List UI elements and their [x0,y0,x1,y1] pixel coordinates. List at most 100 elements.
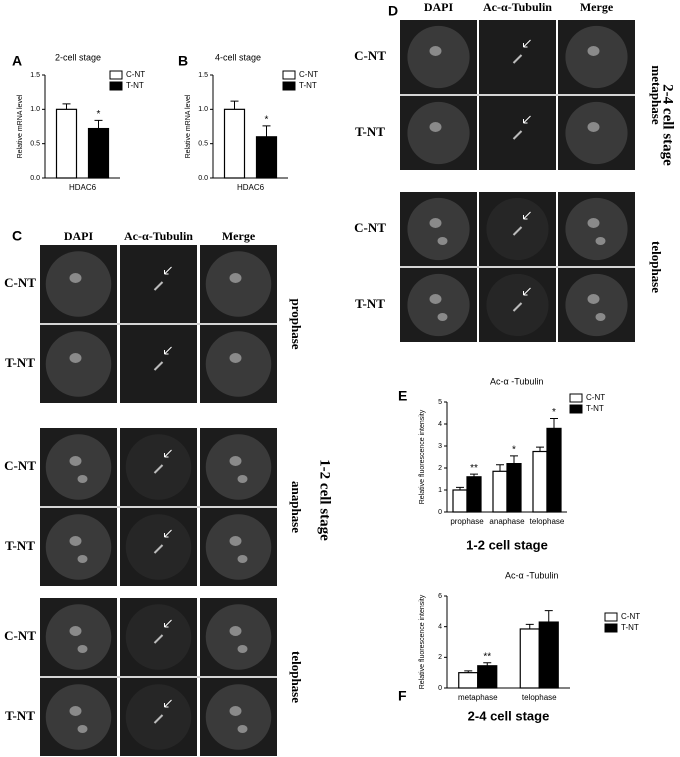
legend-swatch [282,70,296,80]
panel-label: B [178,53,188,69]
chart-title: 4-cell stage [215,52,261,62]
embryo [125,684,192,750]
stage-label: 1-2 cell stage [317,459,333,541]
legend-label: C-NT [621,612,640,621]
error-bar [94,119,103,129]
y-tick-label: 6 [438,593,442,600]
nucleus [69,273,82,283]
y-tick-label: 1 [438,487,442,494]
nucleus [229,273,242,283]
error-bar [496,464,504,472]
micrograph [479,96,556,170]
nucleus [437,313,448,321]
y-tick-label: 5 [438,399,442,406]
row-label: C-NT [4,458,36,473]
error-bar [262,125,271,137]
legend-swatch [282,81,296,91]
spindle [153,634,164,644]
nucleus [237,725,248,733]
chart-title: 2-cell stage [55,52,101,62]
arrow [164,346,172,355]
embryo [486,273,549,337]
embryo [205,251,272,317]
micrograph [120,325,197,403]
legend-label: T-NT [586,404,604,413]
nucleus [595,237,606,245]
error-bar [62,103,71,110]
panel-label: F [398,688,407,704]
nucleus [429,122,442,132]
error-bar [525,623,534,629]
embryo [205,604,272,670]
embryo [407,273,470,337]
error-bar [483,662,492,666]
row-label: T-NT [5,708,35,723]
legend-swatch [109,81,123,91]
legend-label: C-NT [126,70,145,79]
arrow [523,39,531,48]
bar [538,621,559,689]
nucleus [229,536,242,546]
y-tick-label: 1.0 [30,106,40,113]
micrograph [479,20,556,94]
error-bar [464,670,473,673]
bar [519,628,540,689]
phase-label: metaphase [649,65,664,124]
nucleus [587,218,600,228]
legend-label: T-NT [299,81,317,90]
arrow [523,211,531,220]
significance-label: * [265,114,269,125]
phase-label: telophase [289,651,304,703]
embryo [565,101,628,165]
embryo [407,197,470,261]
significance-label: * [512,445,516,456]
embryo [205,331,272,397]
nucleus [229,456,242,466]
nucleus [69,706,82,716]
row-label: C-NT [354,220,386,235]
y-tick-label: 0.5 [198,141,208,148]
nucleus [429,294,442,304]
phase-label: prophase [289,298,304,349]
error-bar [456,486,464,490]
micrograph [120,245,197,323]
x-axis-label: 2-4 cell stage [468,708,550,723]
x-tick-label: HDAC6 [237,183,265,192]
legend-swatch [604,623,618,633]
spindle [153,281,164,291]
nucleus [69,456,82,466]
nucleus [437,237,448,245]
phase-label: telophase [649,241,664,293]
row-label: C-NT [4,628,36,643]
spindle [153,361,164,371]
bar [546,427,562,513]
arrow [523,115,531,124]
embryo [45,434,112,500]
bar [506,463,522,513]
x-tick-label: telophase [530,517,565,526]
embryo [125,434,192,500]
column-header: DAPI [64,229,94,243]
embryo [565,273,628,337]
y-tick-label: 4 [438,421,442,428]
phase-label: anaphase [289,481,304,533]
column-header: Merge [580,0,614,14]
nucleus [587,294,600,304]
y-axis-label: Relative fluorescence intensity [419,594,426,689]
embryo [45,331,112,397]
embryo [407,25,470,89]
bar [466,476,482,513]
spindle [153,464,164,474]
arrow [164,529,172,538]
spindle [512,302,523,312]
bar [492,470,508,513]
embryo [45,514,112,580]
error-bar [230,100,239,110]
column-header: Ac-α-Tubulin [124,229,193,243]
y-tick-label: 4 [438,624,442,631]
legend-swatch [569,393,583,403]
bar [458,672,479,689]
bar [477,665,498,689]
legend-label: C-NT [586,393,605,402]
panel-label: E [398,388,407,404]
